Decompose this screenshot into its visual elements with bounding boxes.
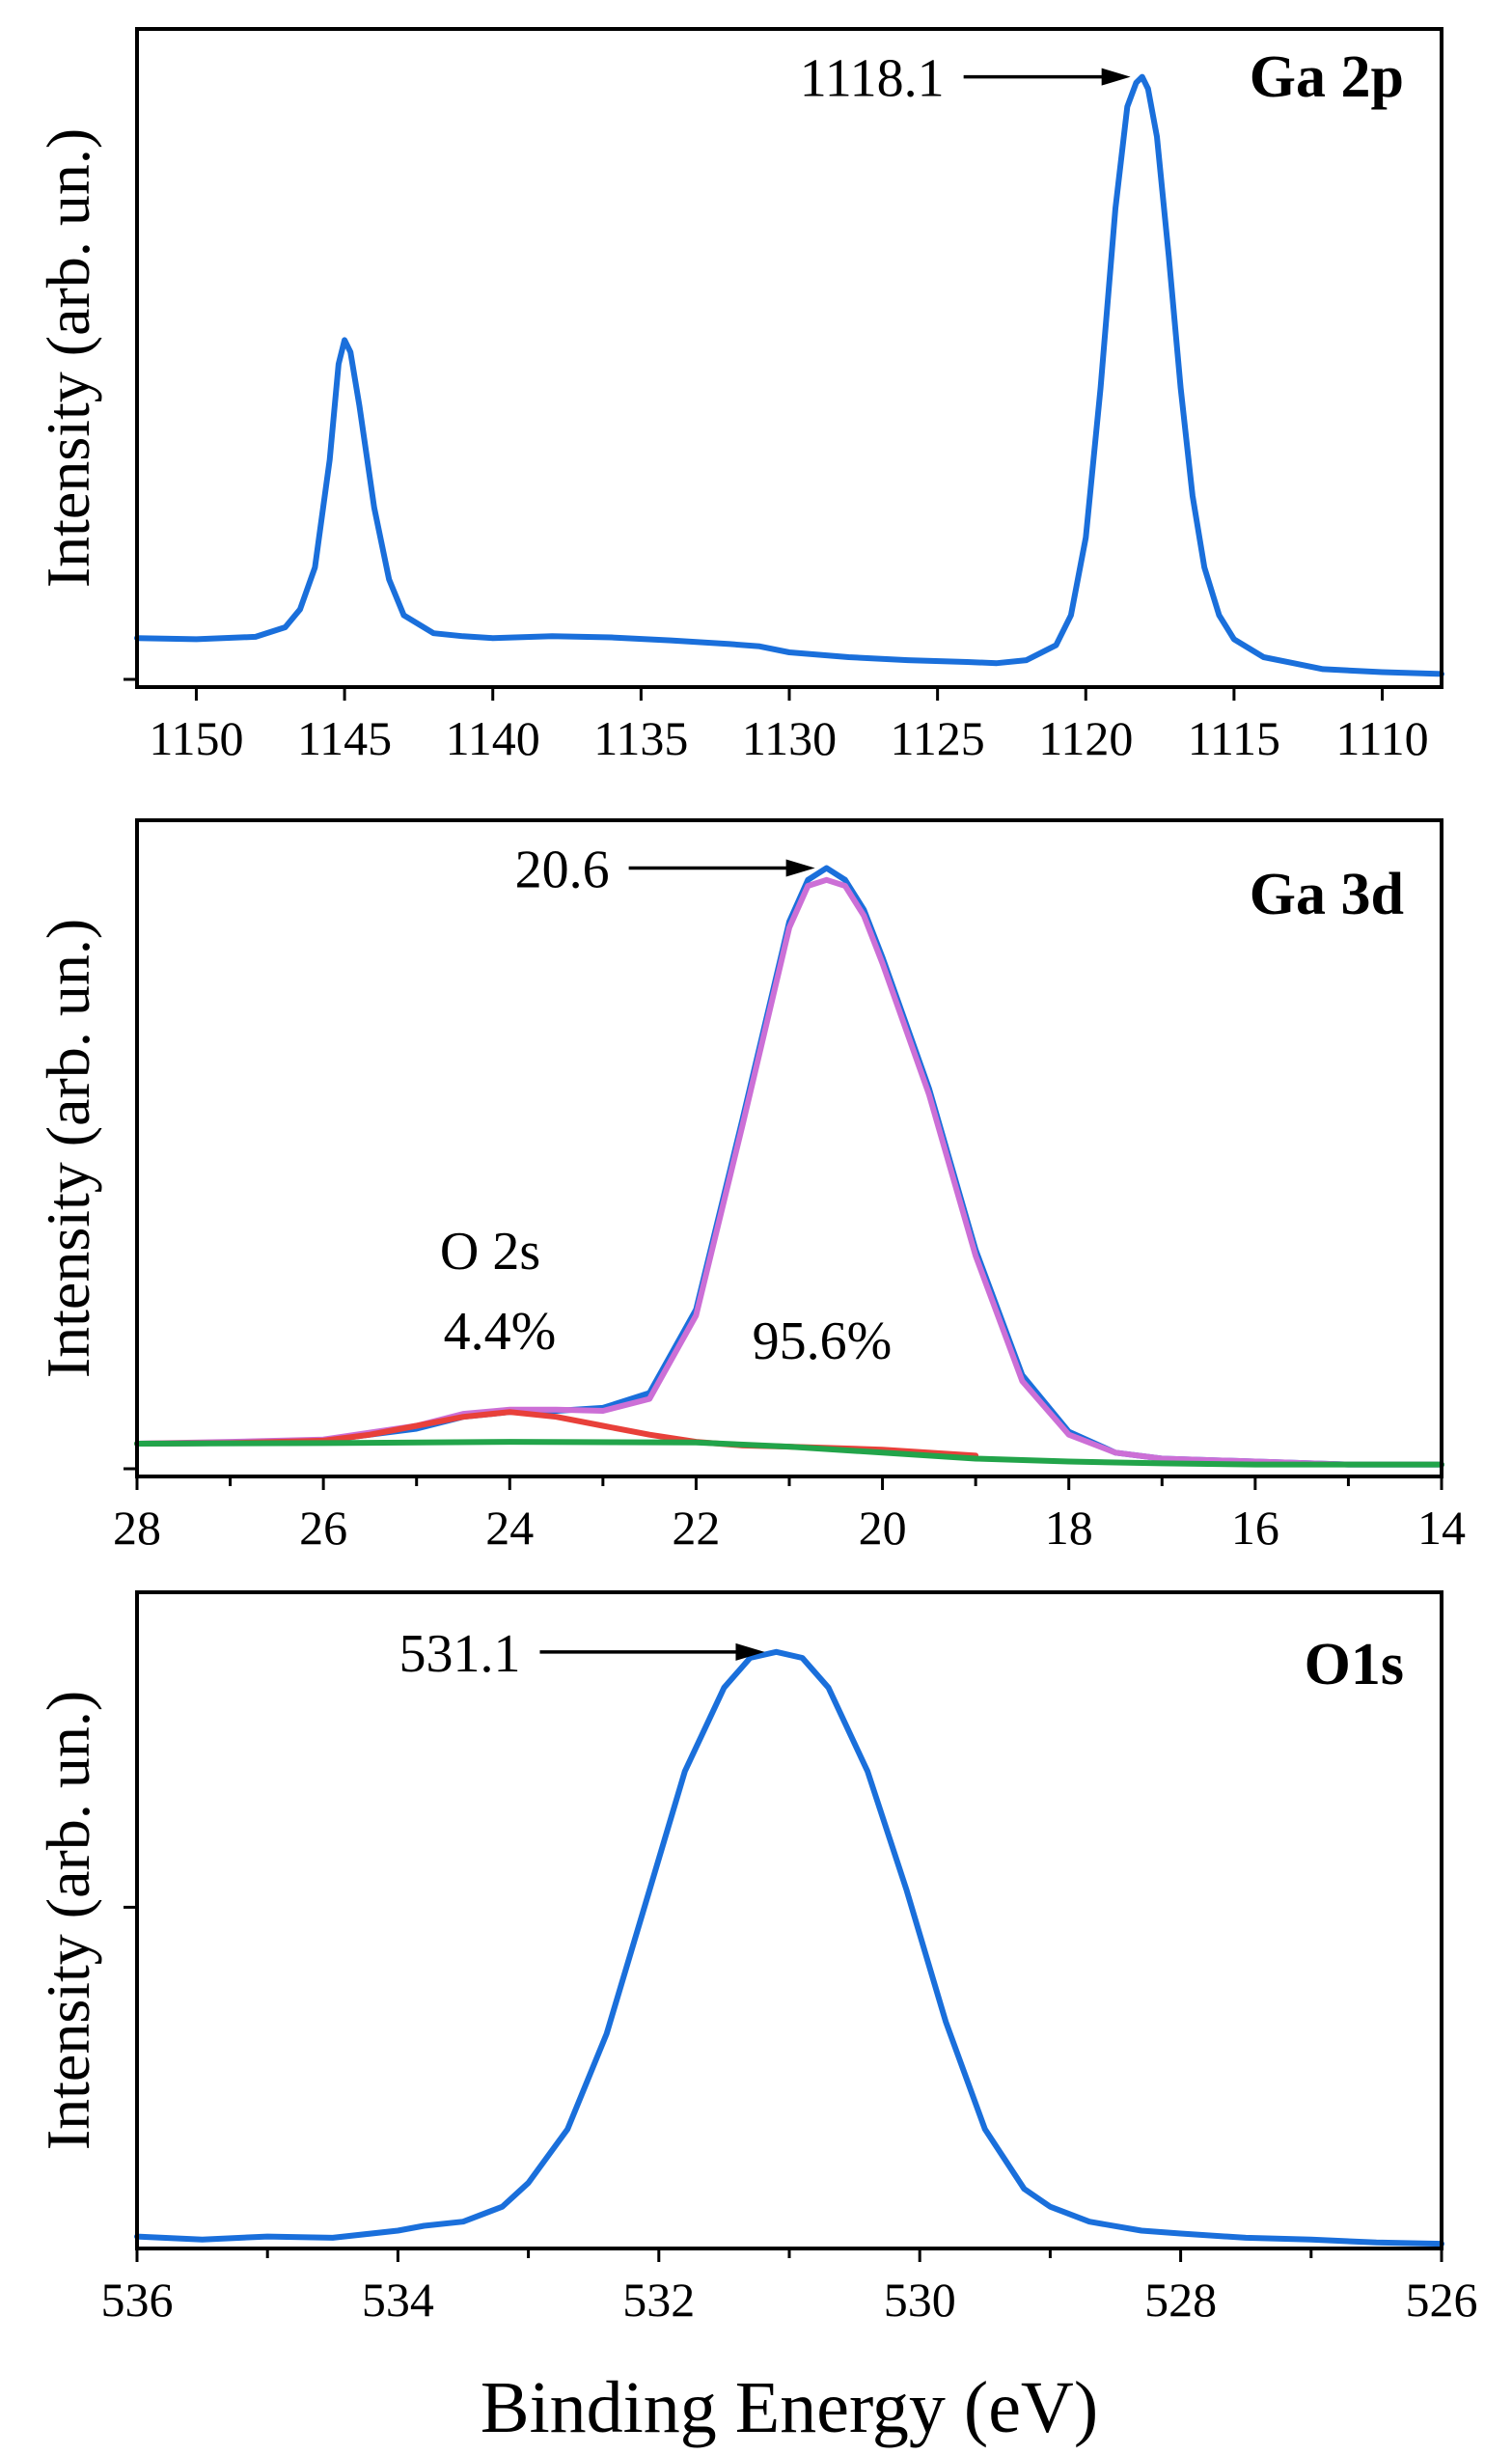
peak-position-label: 1118.1 — [800, 49, 945, 109]
x-tick-label: 1145 — [297, 711, 392, 765]
y-axis-label: Intensity (arb. un.) — [34, 919, 102, 1378]
x-tick-label: 1135 — [593, 711, 688, 765]
x-axis-label: Binding Energy (eV) — [481, 2367, 1098, 2448]
series-line-o1s-spectrum — [134, 1648, 1444, 2248]
peak-arrow-head — [735, 1642, 765, 1661]
panel-title: Ga 3d — [1250, 862, 1404, 927]
panel-title: O1s — [1305, 1632, 1404, 1697]
plot-frame — [135, 27, 1443, 689]
x-tick-label: 16 — [1231, 1501, 1279, 1555]
peak-position-label: 531.1 — [399, 1624, 520, 1684]
x-tick-label: 1140 — [446, 711, 540, 765]
peak-arrow-head — [785, 859, 815, 877]
x-tick-label: 526 — [1406, 2273, 1478, 2327]
series-line-ga-2p-spectrum — [134, 73, 1444, 677]
x-tick-label: 1110 — [1335, 711, 1428, 765]
x-tick-label: 1150 — [149, 711, 243, 765]
series-line-fit-envelope — [134, 876, 1444, 1468]
plot-frame — [135, 1590, 1443, 2250]
panel-ga-3d: 28 26 24 22 20 18 16 14 Intensity (arb. un.) Ga… — [34, 818, 1466, 1555]
y-axis-label: Intensity (arb. un.) — [34, 128, 102, 588]
x-tick-label: 1125 — [891, 711, 985, 765]
x-tick-label: 28 — [113, 1501, 161, 1555]
annotation-label: 95.6% — [753, 1311, 893, 1371]
x-tick-label: 1115 — [1188, 711, 1280, 765]
x-tick-label: 1130 — [742, 711, 837, 765]
x-tick-label: 1120 — [1038, 711, 1133, 765]
x-tick-label: 26 — [299, 1501, 347, 1555]
panel-ga-2p: 1150 1145 1140 1135 1130 1125 1120 1115 1110 Int… — [34, 27, 1444, 765]
series-line-background — [134, 1439, 1444, 1468]
panel-o1s: 536 534 532 530 528 526 Intensity (arb. un.) … — [34, 1590, 1478, 2327]
x-tick-label: 24 — [485, 1501, 534, 1555]
x-tick-label: 536 — [101, 2273, 174, 2327]
peak-position-label: 20.6 — [515, 840, 610, 899]
y-axis-label: Intensity (arb. un.) — [34, 1691, 102, 2150]
peak-arrow-head — [1101, 68, 1131, 86]
annotation-label: O 2s — [440, 1222, 540, 1282]
panel-title: Ga 2p — [1250, 44, 1404, 110]
series-line-measured-spectrum — [134, 865, 1444, 1468]
x-tick-label: 528 — [1144, 2273, 1217, 2327]
x-tick-label: 20 — [859, 1501, 907, 1555]
x-tick-label: 18 — [1045, 1501, 1093, 1555]
x-tick-label: 22 — [672, 1501, 720, 1555]
annotation-label: 4.4% — [444, 1302, 557, 1362]
x-tick-label: 14 — [1417, 1501, 1466, 1555]
x-tick-label: 534 — [362, 2273, 434, 2327]
x-tick-label: 530 — [884, 2273, 956, 2327]
x-tick-label: 532 — [622, 2273, 695, 2327]
